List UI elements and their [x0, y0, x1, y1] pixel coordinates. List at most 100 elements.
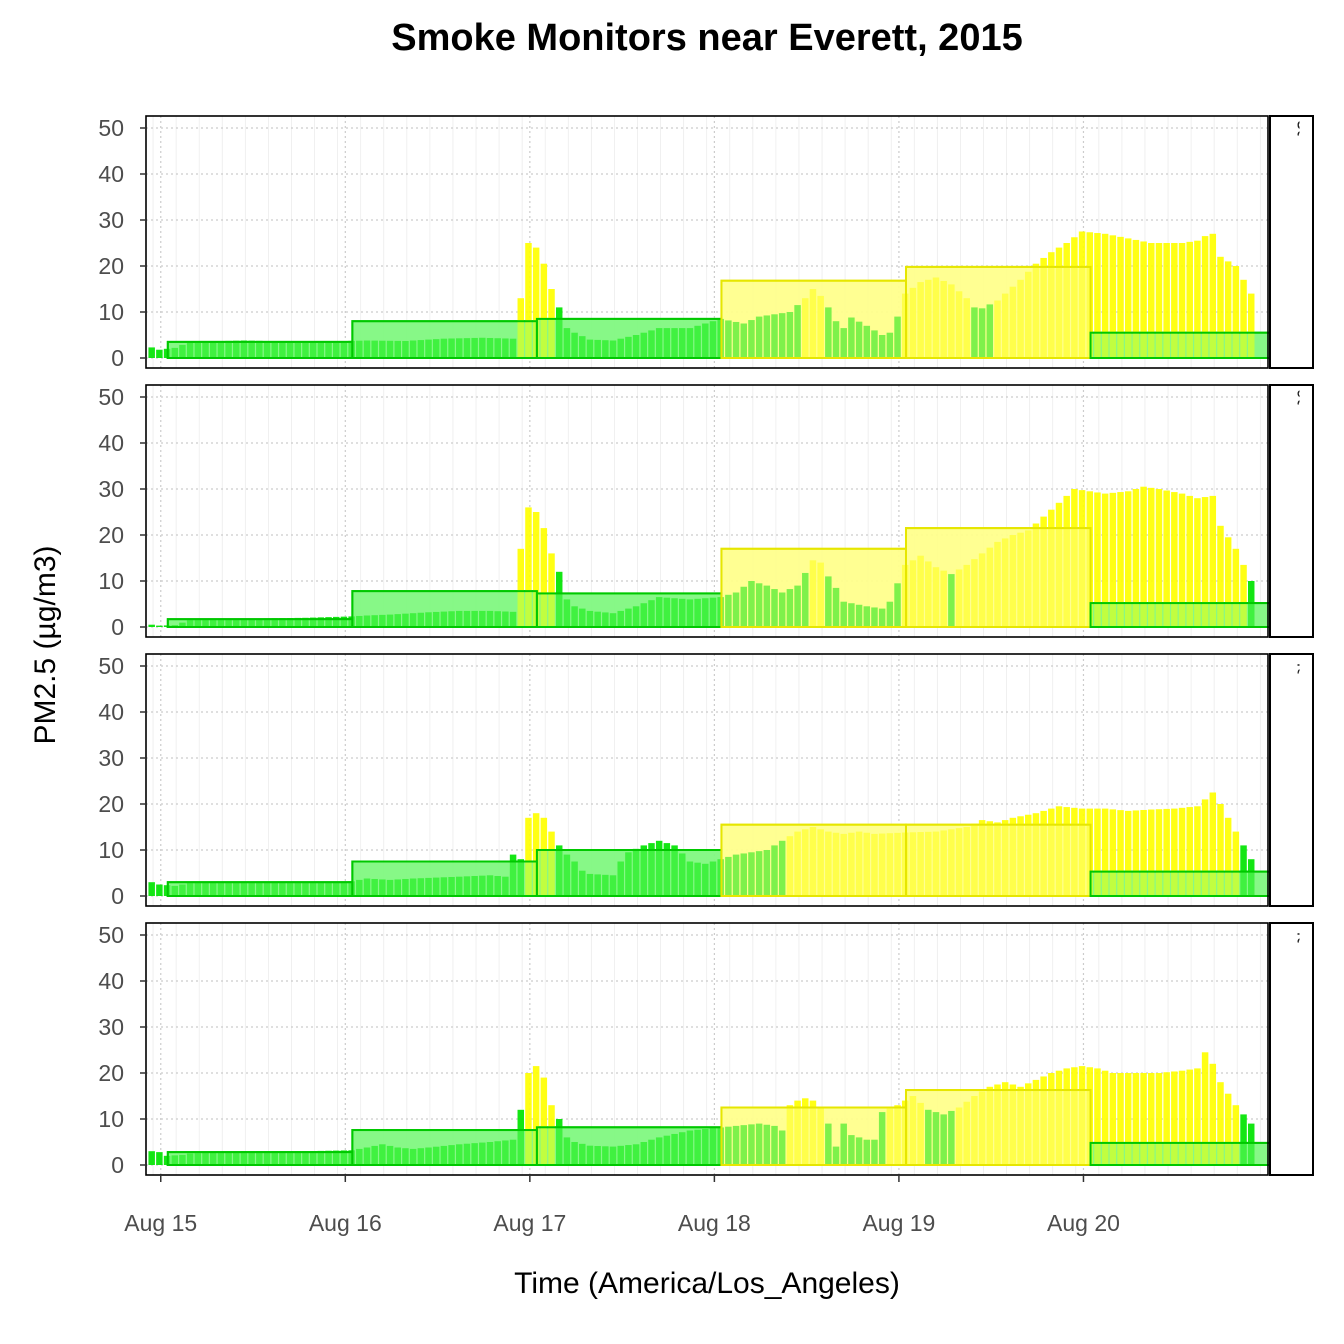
hourly-bar [655, 597, 663, 627]
hourly-bar [448, 611, 455, 627]
hourly-bar [448, 1145, 455, 1165]
y-tick-label: 50 [98, 115, 124, 141]
hourly-bar [732, 321, 740, 358]
hourly-bar [217, 1152, 225, 1165]
hourly-bar [1217, 1082, 1224, 1165]
hourly-bar [825, 831, 832, 896]
hourly-bar [809, 827, 817, 896]
hourly-bar [1217, 804, 1224, 896]
hourly-bar [778, 592, 786, 627]
hourly-bar [702, 1128, 709, 1165]
hourly-bar [479, 610, 486, 627]
hourly-bar [686, 328, 694, 358]
hourly-bar [271, 341, 278, 358]
x-axis: Aug 15 Aug 16 Aug 17 Aug 18 Aug 19 Aug 20 [124, 1175, 1120, 1236]
hourly-bar [371, 878, 378, 896]
hourly-bar [678, 328, 686, 358]
hourly-bar [317, 617, 325, 627]
hourly-bar [1040, 257, 1047, 358]
hourly-bar [932, 277, 940, 358]
hourly-bar [263, 341, 271, 358]
hourly-bar [571, 861, 578, 896]
hourly-bar [586, 610, 594, 627]
x-tick-label: Aug 19 [862, 1210, 935, 1236]
hourly-bar [1247, 859, 1255, 896]
panel-label: 393596c511a_41039001 [1293, 120, 1314, 318]
y-tick-label: 40 [98, 430, 124, 456]
hourly-bar [1209, 1063, 1217, 1165]
hourly-bar [1101, 233, 1109, 358]
hourly-bar [994, 1084, 1001, 1165]
hourly-bar [925, 831, 932, 896]
y-tick-label: 30 [98, 745, 124, 771]
hourly-bar [725, 594, 732, 627]
hourly-bar [1132, 489, 1140, 627]
y-tick-label: 20 [98, 522, 124, 548]
hourly-bar [1109, 809, 1117, 896]
hourly-bar [548, 553, 555, 627]
hourly-bar [386, 879, 394, 896]
y-tick-label: 20 [98, 791, 124, 817]
hourly-bar [1040, 1076, 1047, 1165]
daily-average-overlay [904, 527, 1092, 628]
hourly-bar [909, 560, 917, 627]
hourly-bar [340, 1150, 348, 1165]
hourly-bar [632, 1144, 640, 1165]
hourly-bar [886, 601, 894, 627]
hourly-bar [694, 598, 701, 627]
hourly-bar [940, 1114, 947, 1165]
hourly-bar [1109, 1073, 1117, 1165]
hourly-bar [217, 619, 225, 627]
hourly-bar [1032, 813, 1040, 896]
hourly-bar [233, 340, 240, 358]
hourly-bar [1232, 1105, 1240, 1165]
hourly-bar [617, 338, 624, 358]
daily-average-overlay [904, 823, 1092, 898]
hourly-bar [963, 827, 970, 896]
hourly-bar [732, 854, 740, 896]
hourly-bar [1163, 243, 1170, 358]
hourly-bar [463, 1143, 471, 1165]
hourly-bar [1148, 809, 1155, 896]
hourly-bar [702, 863, 709, 896]
hourly-bar [279, 341, 286, 358]
hourly-bar [763, 850, 771, 896]
hourly-bar [555, 1119, 563, 1165]
hourly-bar [871, 607, 878, 627]
hourly-bar [655, 328, 663, 358]
hourly-bar [1109, 492, 1117, 627]
hourly-bar [517, 859, 525, 896]
hourly-bar [909, 832, 917, 896]
y-tick-label: 30 [98, 476, 124, 502]
hourly-bar [1101, 1070, 1109, 1165]
hourly-bar [309, 882, 317, 896]
hourly-bar [694, 325, 701, 358]
hourly-bar [648, 843, 655, 896]
hourly-bar [817, 1107, 824, 1165]
hourly-bar [179, 622, 186, 627]
hourly-bar [871, 1139, 878, 1165]
hourly-bar [548, 1105, 555, 1165]
hourly-bar [1025, 1083, 1032, 1165]
hourly-bar [294, 882, 302, 896]
hourly-bar [940, 570, 947, 627]
hourly-bar [948, 1110, 955, 1165]
daily-average-overlay [351, 590, 538, 628]
x-tick-label: Aug 15 [124, 1210, 197, 1236]
hourly-bar [771, 845, 778, 896]
hourly-bar [1071, 1067, 1078, 1165]
hourly-bar [1055, 247, 1063, 358]
hourly-bar [356, 879, 363, 896]
panel-1: 0 10 20 30 40 50 393596c511a_41039001 [98, 115, 1314, 371]
hourly-bar [463, 338, 471, 358]
y-tick-label: 20 [98, 1060, 124, 1086]
hourly-bar [625, 1145, 632, 1165]
hourly-bar [678, 598, 686, 627]
y-tick-label: 30 [98, 207, 124, 233]
y-tick-label: 0 [111, 883, 124, 909]
hourly-bar [917, 282, 924, 358]
hourly-bar [202, 341, 209, 358]
hourly-bar [1032, 523, 1040, 627]
y-tick-label: 10 [98, 1106, 124, 1132]
daily-average-overlay [720, 1106, 907, 1166]
